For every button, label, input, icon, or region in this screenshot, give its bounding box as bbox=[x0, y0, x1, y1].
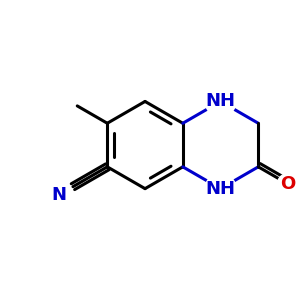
Circle shape bbox=[49, 185, 68, 205]
Text: O: O bbox=[280, 175, 295, 193]
Text: NH: NH bbox=[206, 180, 236, 198]
Text: N: N bbox=[51, 186, 66, 204]
Circle shape bbox=[205, 86, 236, 117]
Circle shape bbox=[278, 174, 297, 194]
Circle shape bbox=[205, 173, 236, 204]
Text: NH: NH bbox=[206, 92, 236, 110]
